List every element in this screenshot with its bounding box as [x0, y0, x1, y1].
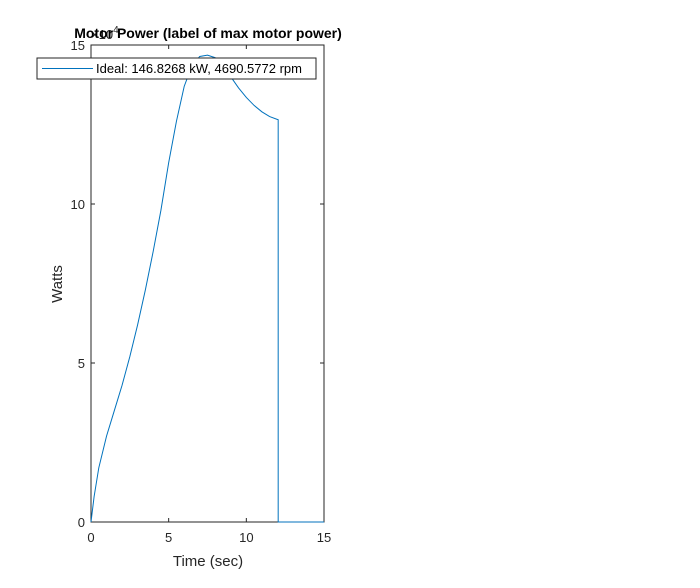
y-tick-label: 10 [71, 197, 85, 212]
legend: Ideal: 146.8268 kW, 4690.5772 rpm [36, 57, 317, 80]
x-tick-label: 15 [317, 530, 331, 545]
y-axis-exponent-base: ×10 [91, 27, 113, 42]
y-tick-label: 0 [78, 515, 85, 530]
legend-label-ideal: Ideal: 146.8268 kW, 4690.5772 rpm [96, 61, 302, 76]
y-axis-label: Watts [49, 265, 66, 303]
y-tick-label: 5 [78, 356, 85, 371]
x-axis-label: Time (sec) [173, 553, 243, 570]
y-axis-exponent-power: 4 [113, 25, 119, 36]
axes-box [90, 44, 325, 523]
x-tick-label: 0 [87, 530, 94, 545]
x-axis-ticks: 0 5 10 15 [87, 45, 331, 545]
y-axis-exponent: ×104 [91, 25, 119, 42]
x-tick-label: 5 [165, 530, 172, 545]
y-axis-ticks: 0 5 10 15 [71, 38, 324, 530]
plot-area [90, 44, 325, 523]
chart-title: Motor Power (label of max motor power) [74, 25, 342, 41]
y-tick-label: 15 [71, 38, 85, 53]
legend-box [36, 57, 317, 80]
x-tick-label: 10 [239, 530, 253, 545]
